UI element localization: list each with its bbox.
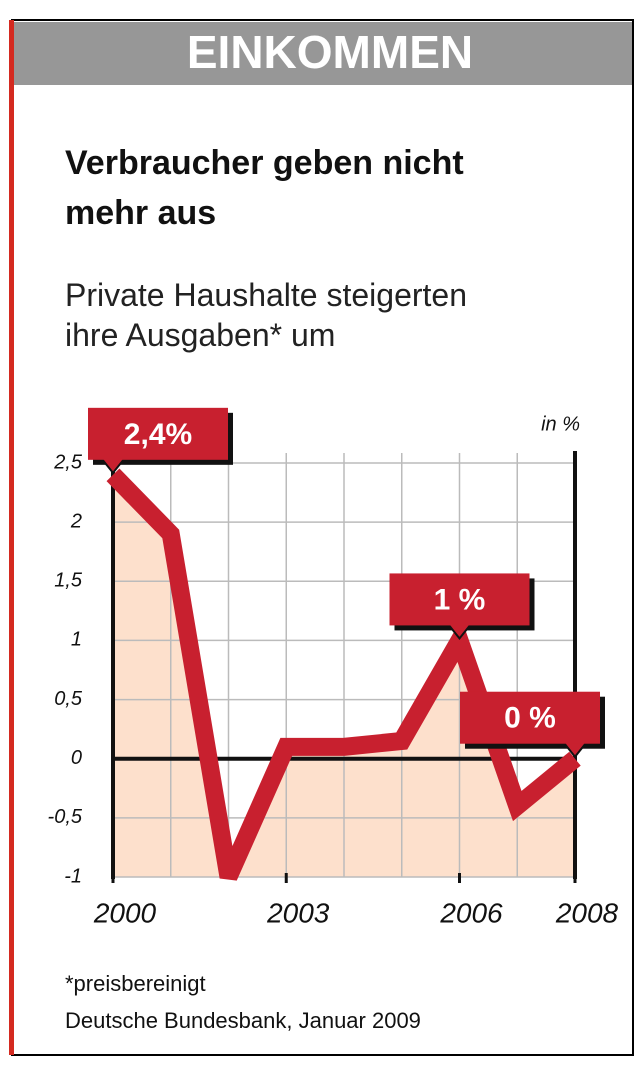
source: Deutsche Bundesbank, Januar 2009 [65, 1008, 421, 1033]
footnote: *preisbereinigt [65, 971, 206, 996]
x-tick-label: 2008 [555, 897, 619, 928]
chart-subtitle: Private Haushalte steigerten ihre Ausgabe… [65, 277, 467, 353]
callout: 0 % [460, 691, 605, 759]
red-edge [9, 20, 14, 1055]
header-band [14, 22, 632, 85]
chart-title: Verbraucher geben nicht mehr aus [65, 144, 464, 232]
value-label: 1 % [434, 583, 486, 616]
y-tick-label: 1,5 [54, 570, 83, 592]
y-tick-label: 1 [71, 629, 82, 651]
header: EINKOMMEN [187, 26, 473, 78]
y-tick-label: -1 [64, 865, 82, 887]
callout: 2,4% [88, 407, 233, 475]
x-tick-label: 2000 [93, 897, 157, 928]
y-tick-label: 0,5 [54, 688, 83, 710]
x-tick-label: 2003 [266, 897, 330, 928]
y-tick-label: 0 [71, 747, 82, 769]
x-tick-label: 2006 [439, 897, 503, 928]
value-label: 0 % [504, 702, 556, 735]
y-tick-label: 2 [70, 510, 82, 532]
callout: 1 % [389, 573, 535, 641]
y-tick-label: -0,5 [48, 806, 83, 828]
callout-box [389, 573, 530, 626]
y-tick-label: 2,5 [53, 451, 83, 473]
line [106, 468, 581, 881]
callout-box [88, 407, 228, 460]
callout-box [460, 691, 600, 744]
unit-label: in % [541, 413, 580, 435]
value-label: 2,4% [124, 418, 192, 451]
